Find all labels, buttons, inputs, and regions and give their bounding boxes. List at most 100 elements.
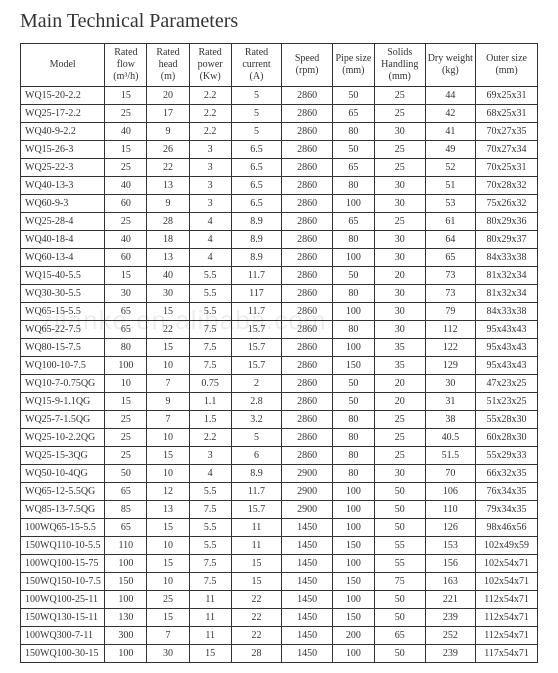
value-cell: 65 [105,483,147,501]
table-row: 150WQ130-15-11130151122145015050239112x5… [21,609,538,627]
table-row: 150WQ100-30-15100301528145010050239117x5… [21,645,538,663]
value-cell: 79 [425,303,476,321]
value-cell: 2860 [282,303,333,321]
value-cell: 41 [425,123,476,141]
value-cell: 80 [332,123,374,141]
value-cell: 25 [374,87,425,105]
table-header: ModelRated flow(m³/h)Rated head(m)Rated … [21,44,538,87]
value-cell: 5.5 [189,537,231,555]
model-cell: 100WQ300-7-11 [21,627,105,645]
value-cell: 9 [147,393,189,411]
value-cell: 22 [231,591,282,609]
value-cell: 15.7 [231,339,282,357]
value-cell: 25 [374,159,425,177]
value-cell: 13 [147,177,189,195]
model-cell: WQ15-40-5.5 [21,267,105,285]
value-cell: 1450 [282,573,333,591]
value-cell: 3 [189,177,231,195]
value-cell: 81x32x34 [476,267,538,285]
value-cell: 75x26x32 [476,195,538,213]
value-cell: 8.9 [231,465,282,483]
value-cell: 60 [105,249,147,267]
model-cell: 150WQ130-15-11 [21,609,105,627]
value-cell: 80 [332,411,374,429]
value-cell: 40 [105,123,147,141]
value-cell: 65 [332,105,374,123]
value-cell: 2860 [282,141,333,159]
value-cell: 1450 [282,591,333,609]
value-cell: 239 [425,645,476,663]
value-cell: 15.7 [231,321,282,339]
value-cell: 2900 [282,483,333,501]
value-cell: 25 [374,411,425,429]
column-header: Dry weight(kg) [425,44,476,87]
value-cell: 4 [189,465,231,483]
value-cell: 3 [189,141,231,159]
value-cell: 26 [147,141,189,159]
table-row: 100WQ100-25-11100251122145010050221112x5… [21,591,538,609]
value-cell: 70 [425,465,476,483]
table-row: WQ25-7-1.5QG2571.53.2286080253855x28x30 [21,411,538,429]
value-cell: 50 [332,141,374,159]
value-cell: 102x49x59 [476,537,538,555]
value-cell: 73 [425,267,476,285]
value-cell: 8.9 [231,249,282,267]
value-cell: 126 [425,519,476,537]
value-cell: 163 [425,573,476,591]
value-cell: 1.1 [189,393,231,411]
model-cell: WQ40-9-2.2 [21,123,105,141]
value-cell: 9 [147,195,189,213]
table-row: WQ10-7-0.75QG1070.752286050203047x23x25 [21,375,538,393]
value-cell: 112x54x71 [476,627,538,645]
model-cell: WQ50-10-4QG [21,465,105,483]
model-cell: 150WQ100-30-15 [21,645,105,663]
value-cell: 100 [332,519,374,537]
value-cell: 2860 [282,429,333,447]
value-cell: 40.5 [425,429,476,447]
table-row: 100WQ300-7-1130071122145020065252112x54x… [21,627,538,645]
value-cell: 300 [105,627,147,645]
table-row: 150WQ110-10-5.5110105.511145015055153102… [21,537,538,555]
value-cell: 52 [425,159,476,177]
value-cell: 20 [374,375,425,393]
value-cell: 40 [147,267,189,285]
value-cell: 35 [374,339,425,357]
model-cell: WQ25-17-2.2 [21,105,105,123]
model-cell: WQ100-10-7.5 [21,357,105,375]
value-cell: 55 [374,537,425,555]
value-cell: 30 [374,231,425,249]
value-cell: 2860 [282,285,333,303]
value-cell: 70x27x35 [476,123,538,141]
value-cell: 30 [374,123,425,141]
value-cell: 28 [231,645,282,663]
value-cell: 11 [231,537,282,555]
value-cell: 80 [332,177,374,195]
value-cell: 50 [332,375,374,393]
value-cell: 98x46x56 [476,519,538,537]
value-cell: 65 [425,249,476,267]
value-cell: 2860 [282,447,333,465]
value-cell: 13 [147,501,189,519]
value-cell: 2860 [282,195,333,213]
value-cell: 1450 [282,519,333,537]
value-cell: 100 [332,645,374,663]
table-row: 100WQ65-15-5.565155.51114501005012698x46… [21,519,538,537]
value-cell: 5.5 [189,267,231,285]
value-cell: 51.5 [425,447,476,465]
value-cell: 2860 [282,321,333,339]
value-cell: 8.9 [231,213,282,231]
value-cell: 30 [105,285,147,303]
value-cell: 100 [105,645,147,663]
model-cell: WQ65-22-7.5 [21,321,105,339]
value-cell: 15 [105,393,147,411]
value-cell: 65 [105,519,147,537]
value-cell: 100 [105,555,147,573]
table-row: WQ60-13-4601348.92860100306584x33x38 [21,249,538,267]
value-cell: 100 [332,195,374,213]
table-row: WQ40-18-4401848.9286080306480x29x37 [21,231,538,249]
value-cell: 70x27x34 [476,141,538,159]
value-cell: 15 [147,519,189,537]
value-cell: 2860 [282,159,333,177]
value-cell: 20 [147,87,189,105]
value-cell: 12 [147,483,189,501]
